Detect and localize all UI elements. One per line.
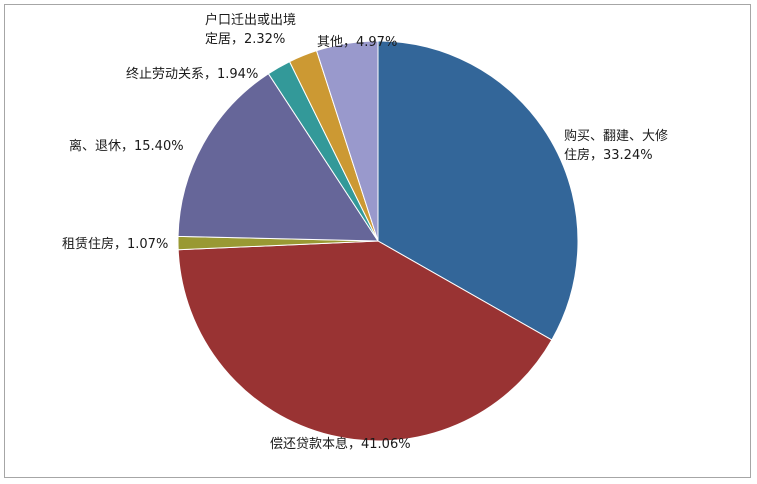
label-line: 租赁住房，1.07% [62,237,169,252]
label-rental-housing: 租赁住房，1.07% [62,235,168,254]
label-purchase-build-repair: 购买、翻建、大修 住房，33.24% [564,127,668,165]
label-line: 其他，4.97% [317,35,398,50]
label-retirement: 离、退休，15.40% [69,137,184,156]
label-line: 住房，33.24% [564,148,653,163]
label-line: 定居，2.32% [205,32,286,47]
label-line: 离、退休，15.40% [69,139,184,154]
chart-frame: 购买、翻建、大修 住房，33.24% 偿还贷款本息，41.06% 租赁住房，1.… [4,4,751,478]
label-line: 偿还贷款本息，41.06% [270,437,411,452]
label-other: 其他，4.97% [317,33,397,52]
pie-chart [177,40,579,442]
label-terminate-labor: 终止劳动关系，1.94% [126,65,258,84]
slice-retirement [177,73,379,242]
label-hukou-emigrate: 户口迁出或出境 定居，2.32% [205,11,296,49]
slice-loan-repayment [177,240,553,442]
label-loan-repayment: 偿还贷款本息，41.06% [270,435,411,454]
slice-other [315,40,379,242]
label-line: 购买、翻建、大修 [564,129,669,144]
slice-purchase-build-repair [377,40,579,341]
label-line: 户口迁出或出境 [205,13,297,28]
label-line: 终止劳动关系，1.94% [126,67,259,82]
